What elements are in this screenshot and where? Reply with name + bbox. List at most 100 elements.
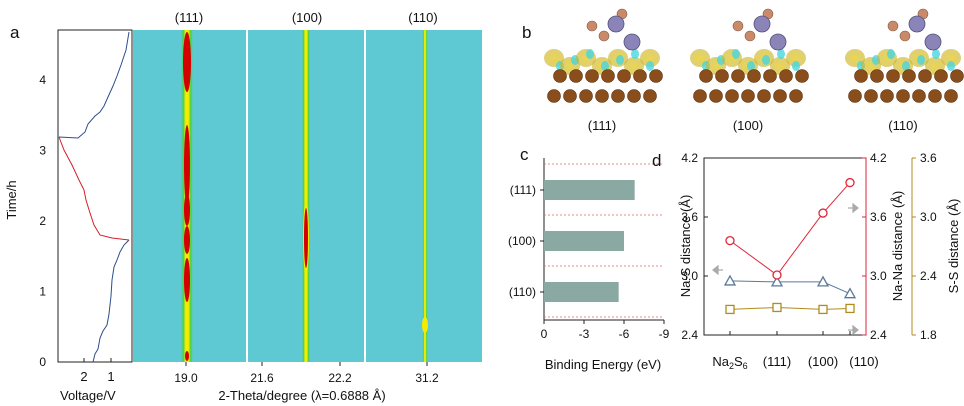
- isosurface-cyan: [732, 49, 740, 59]
- isosurface-cyan: [631, 49, 639, 59]
- d-category-label-2: (100): [808, 354, 838, 369]
- y-tick-label-2: 2: [39, 214, 46, 228]
- peak-111-hotspot-4: [184, 258, 190, 302]
- substrate-atom: [912, 89, 926, 103]
- substrate-atom: [617, 69, 631, 83]
- d-left-axis-title: Na-S distance (Å): [678, 195, 693, 298]
- theta-tick-31-2: 31.2: [415, 371, 439, 385]
- substrate-atom: [934, 69, 948, 83]
- panel-label-a: a: [10, 23, 20, 42]
- d-right2-tick-label-2: 3.0: [920, 210, 937, 224]
- d-right1-tick-label-0: 2.4: [870, 328, 887, 342]
- series-line-right2: [729, 306, 851, 310]
- substrate-atom: [731, 69, 745, 83]
- arrow-left-axis-icon: [712, 264, 723, 276]
- panel-a-ylabel: Time/h: [4, 180, 19, 219]
- charge-density-111-icon: [544, 8, 663, 103]
- substrate-atom: [789, 89, 803, 103]
- isosurface-yellow: [786, 49, 806, 67]
- substrate-atom: [601, 69, 615, 83]
- substrate-atom: [741, 89, 755, 103]
- isosurface-cyan: [747, 61, 755, 71]
- facet-label-111: (111): [175, 10, 203, 25]
- c-bar-(110): [544, 282, 619, 302]
- substrate-atom: [854, 69, 868, 83]
- substrate-atom: [553, 69, 567, 83]
- substrate-atom: [928, 89, 942, 103]
- substrate-atom: [547, 89, 561, 103]
- voltage-profile-frame: [57, 29, 133, 363]
- d-left-tick-label-1: 3.0: [681, 269, 698, 283]
- c-category-label-(111): (111): [510, 183, 536, 197]
- c-xtick-label-2: -6: [619, 327, 630, 341]
- heatmap-separator-1: [246, 28, 248, 364]
- substrate-atom: [569, 69, 583, 83]
- d-right2-axis-title: S-S distance (Å): [946, 199, 961, 294]
- substrate-atom: [611, 89, 625, 103]
- d-right1-tick-label-3: 4.2: [870, 151, 887, 165]
- substrate-atom: [950, 69, 964, 83]
- peak-100-hotspot: [304, 208, 308, 268]
- peak-111-hotspot-5: [185, 351, 189, 361]
- struct-label-110: (110): [888, 118, 917, 133]
- facet-label-110: (110): [408, 10, 437, 25]
- d-category-label-1: (111): [763, 354, 791, 369]
- isosurface-cyan: [601, 61, 609, 71]
- peak-111-hotspot-1: [184, 125, 190, 205]
- voltage-axis-label: Voltage/V: [60, 388, 116, 403]
- substrate-atom: [579, 89, 593, 103]
- substrate-atom: [779, 69, 793, 83]
- isosurface-cyan: [792, 61, 800, 71]
- c-xtick-label-3: -9: [659, 327, 670, 341]
- charge-density-100-icon: [690, 8, 809, 103]
- isosurface-cyan: [646, 61, 654, 71]
- arrow-right2-axis-icon: [848, 324, 859, 336]
- peak-110-bump: [422, 317, 428, 333]
- d-category-label-0-part: 6: [743, 361, 748, 371]
- marker-right1-1: [772, 270, 782, 280]
- panel-label-c: c: [520, 145, 529, 164]
- substrate-atom: [848, 89, 862, 103]
- substrate-atom: [563, 89, 577, 103]
- substrate-atom: [944, 89, 958, 103]
- d-category-label-0-part: 2: [729, 361, 734, 371]
- marker-left-1: [770, 275, 784, 287]
- substrate-atom: [715, 69, 729, 83]
- substrate-atom: [773, 89, 787, 103]
- isosurface-yellow: [941, 49, 961, 67]
- heatmap-separator-2: [364, 28, 366, 364]
- d-right1-axis-title: Na-Na distance (Å): [890, 191, 905, 302]
- substrate-atom: [880, 89, 894, 103]
- marker-right1-3: [845, 177, 855, 188]
- substrate-atom: [886, 69, 900, 83]
- diffraction-peaks: [181, 28, 428, 366]
- substrate-atom: [633, 69, 647, 83]
- c-category-label-(110): (110): [509, 285, 536, 299]
- marker-left-0: [723, 274, 737, 286]
- sulfur-atom: [887, 20, 899, 32]
- substrate-atom: [643, 89, 657, 103]
- sulfur-atom: [899, 30, 911, 42]
- arrow-right1-axis-icon: [848, 202, 859, 214]
- substrate-atom: [918, 69, 932, 83]
- substrate-atom: [896, 89, 910, 103]
- distance-chart: 2.43.03.64.22.43.03.64.21.82.43.03.6Na-S…: [678, 151, 961, 371]
- marker-left-2: [816, 275, 830, 287]
- d-category-label-0: Na2S6: [712, 354, 747, 371]
- marker-right2-2: [818, 304, 828, 315]
- c-bar-(100): [544, 231, 624, 251]
- panel-a-xlabel: 2-Theta/degree (λ=0.6888 Å): [218, 388, 385, 403]
- substrate-atom: [757, 89, 771, 103]
- d-right2-tick-label-0: 1.8: [920, 328, 937, 342]
- marker-right1-2: [818, 208, 828, 218]
- y-tick-label-3: 3: [39, 144, 46, 158]
- series-line-right1: [729, 182, 851, 276]
- panel-label-d: d: [652, 151, 661, 170]
- isosurface-cyan: [902, 61, 910, 71]
- series-line-left: [729, 280, 851, 295]
- substrate-atom: [763, 69, 777, 83]
- substrate-atom: [699, 69, 713, 83]
- d-category-label-0-part: S: [734, 354, 743, 369]
- sulfur-atom: [598, 30, 610, 42]
